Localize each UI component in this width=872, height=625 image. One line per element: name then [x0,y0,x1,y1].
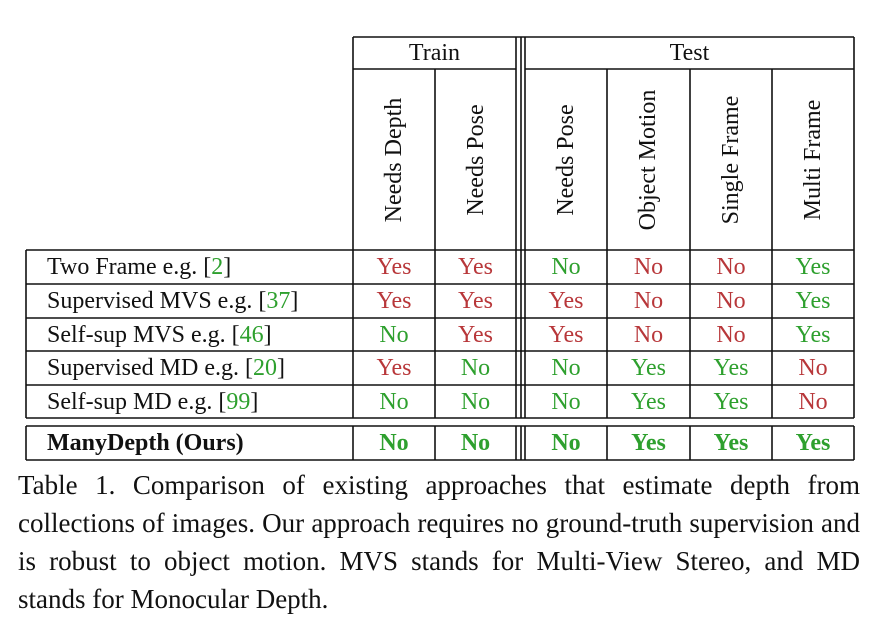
table-cell: No [798,389,828,415]
row-label-text: Two Frame e.g. [ [47,254,212,280]
table-cell: No [716,322,746,348]
column-header-object-motion: Object Motion [635,89,661,231]
column-header-multi-frame: Multi Frame [800,99,826,221]
table-cell: No [379,322,409,348]
table-cell: No [551,389,581,415]
table-cell: Yes [713,355,749,381]
table-cell: Yes [548,322,584,348]
ours-table-cell: No [551,430,581,456]
citation-link[interactable]: 37 [266,288,291,314]
table-cell: Yes [631,389,666,415]
table-cell: Yes [376,355,412,381]
table-cell: Yes [713,389,749,415]
table-cell: No [716,254,746,280]
row-label-close: ] [250,389,259,415]
group-header-train: Train [408,40,461,66]
row-label: Supervised MVS e.g. [37] [47,284,298,318]
column-header-single-frame: Single Frame [718,95,744,225]
citation-link[interactable]: 2 [211,254,224,280]
table-cell: Yes [458,288,493,314]
citation-link[interactable]: 20 [252,355,277,381]
row-label: Supervised MD e.g. [20] [47,351,285,385]
row-label-text: Self-sup MVS e.g. [ [47,322,240,348]
table-cell: Yes [795,254,831,280]
table-cell: Yes [376,288,412,314]
table-cell: Yes [548,288,584,314]
row-label-close: ] [223,254,232,280]
table-cell: Yes [631,355,666,381]
table-cell: Yes [376,254,412,280]
table-cell: Yes [795,288,831,314]
ours-table-cell: No [460,430,491,456]
table-cell: No [551,254,581,280]
table-cell: No [716,288,746,314]
ours-table-cell: Yes [631,430,666,456]
column-header-needs-pose-train: Needs Pose [463,104,489,216]
row-label-close: ] [263,322,272,348]
table-cell: No [633,254,664,280]
ours-table-cell: Yes [713,430,749,456]
table-caption: Table 1. Comparison of existing approach… [18,470,860,614]
citation-link[interactable]: 99 [226,389,251,415]
table-cell: No [460,355,491,381]
ours-row-label: ManyDepth (Ours) [47,430,244,456]
table-cell: No [798,355,828,381]
row-label: Self-sup MVS e.g. [46] [47,318,272,352]
row-label: Two Frame e.g. [2] [47,250,231,284]
row-label: Self-sup MD e.g. [99] [47,385,258,419]
table-cell: No [460,389,491,415]
table-cell: Yes [458,322,493,348]
group-header-test: Test [669,40,710,66]
table-cell: Yes [458,254,493,280]
table-cell: No [379,389,409,415]
citation-link[interactable]: 46 [239,322,264,348]
row-label-text: Supervised MVS e.g. [ [47,288,267,314]
table-cell: Yes [795,322,831,348]
table-cell: No [551,355,581,381]
ours-table-cell: No [379,430,409,456]
row-label-text: Self-sup MD e.g. [ [47,389,227,415]
row-label-close: ] [290,288,299,314]
column-header-needs-depth: Needs Depth [381,97,407,223]
row-label-text: Supervised MD e.g. [ [47,355,253,381]
table-cell: No [633,288,664,314]
row-label-close: ] [276,355,285,381]
column-header-needs-pose-test: Needs Pose [553,104,579,216]
table-cell: No [633,322,664,348]
ours-table-cell: Yes [795,430,831,456]
